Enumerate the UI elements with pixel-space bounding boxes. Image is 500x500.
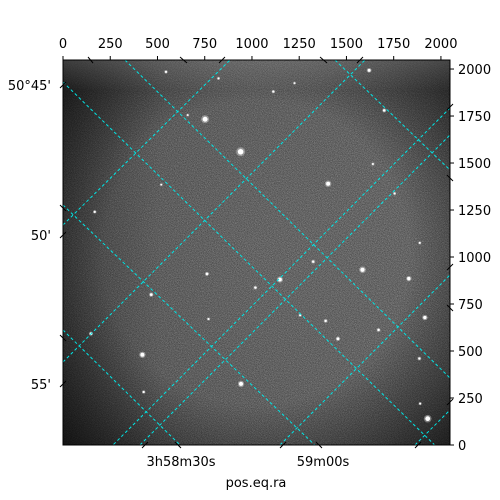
star: [237, 148, 244, 155]
image-plane: [63, 60, 450, 445]
world-axis-tick: [279, 441, 287, 449]
dec-tick-label-2: 50': [31, 229, 51, 244]
coordinate-grid-line: [63, 60, 231, 226]
x-pixel-tick-label: 0: [59, 37, 67, 52]
x-pixel-tick-label: 1500: [330, 37, 363, 52]
star: [278, 277, 282, 282]
star: [217, 77, 220, 80]
x-pixel-tick-label: 2000: [424, 37, 457, 52]
star: [360, 267, 365, 272]
image-top-glow: [63, 60, 450, 445]
dec-tick-label-1: 50°45': [8, 79, 51, 94]
star: [382, 109, 386, 112]
coordinate-grid-line: [124, 60, 450, 379]
star: [377, 328, 380, 332]
star: [272, 90, 275, 93]
world-axis-tick: [446, 103, 454, 111]
star: [164, 70, 168, 73]
star: [371, 162, 374, 165]
world-axis-tick: [59, 334, 67, 342]
y-pixel-tick-label: 250: [458, 392, 483, 407]
star: [367, 68, 371, 72]
world-axis-tick: [446, 174, 454, 182]
y-pixel-tick-label: 1250: [458, 204, 491, 219]
star: [418, 357, 421, 360]
y-pixel-tick-label: 500: [458, 345, 483, 360]
y-pixel-tick-label: 2000: [458, 63, 491, 78]
star: [326, 181, 331, 186]
x-pixel-tick-label: 1000: [235, 37, 268, 52]
x-pixel-tick-label: 750: [192, 37, 217, 52]
star: [311, 260, 315, 263]
ra-tick-label-1: 3h58m30s: [146, 455, 215, 470]
world-axis-tick: [446, 304, 454, 312]
world-axis-tick: [218, 56, 226, 64]
star: [293, 82, 296, 85]
y-pixel-tick-label: 1000: [458, 251, 491, 266]
star: [336, 337, 340, 341]
star: [207, 318, 210, 321]
coordinate-grid-line: [63, 81, 436, 445]
star: [324, 319, 327, 323]
star: [149, 293, 153, 297]
y-pixel-tick-label: 1750: [458, 110, 491, 125]
world-axis-tick: [356, 56, 364, 64]
star: [202, 116, 208, 122]
plot-frame: [62, 59, 451, 446]
coordinate-grid-line: [63, 204, 316, 445]
star: [142, 390, 145, 394]
x-pixel-tick-label: 250: [98, 37, 123, 52]
coordinate-grid-line: [334, 60, 450, 171]
y-pixel-tick-label: 0: [458, 439, 466, 454]
world-axis-tick: [141, 441, 149, 449]
coordinate-grid-line: [139, 134, 450, 445]
world-axis-tick: [174, 441, 182, 449]
x-pixel-tick-label: 1750: [377, 37, 410, 52]
star: [239, 381, 244, 386]
x-pixel-tick-label: 1250: [283, 37, 316, 52]
world-axis-tick: [59, 81, 67, 89]
x-pixel-tick-label: 500: [145, 37, 170, 52]
world-axis-tick: [315, 441, 323, 449]
y-pixel-tick-label: 1500: [458, 157, 491, 172]
coordinate-grid-line: [279, 274, 450, 445]
world-axis-tick: [59, 204, 67, 212]
star: [393, 192, 396, 195]
star: [418, 241, 421, 244]
world-axis-tick: [446, 398, 454, 406]
star: [140, 352, 145, 357]
world-axis-tick: [414, 441, 422, 449]
star: [186, 114, 189, 116]
dec-tick-label-3: 55': [31, 378, 51, 393]
x-axis-title: pos.eq.ra: [226, 476, 287, 491]
y-pixel-tick-label: 750: [458, 298, 483, 313]
world-axis-tick: [179, 56, 188, 64]
world-axis-tick: [446, 263, 454, 271]
star: [423, 315, 427, 320]
star: [205, 272, 209, 276]
world-axis-tick: [59, 231, 67, 239]
star: [425, 416, 431, 422]
star: [93, 210, 96, 213]
star: [419, 402, 422, 405]
world-axis-tick: [87, 56, 94, 64]
star: [160, 183, 163, 186]
ra-tick-label-2: 59m00s: [297, 455, 350, 470]
star: [407, 276, 411, 281]
world-axis-tick: [319, 56, 328, 64]
star: [254, 286, 257, 289]
coordinate-grid-line: [414, 409, 450, 445]
world-axis-tick: [59, 380, 67, 388]
